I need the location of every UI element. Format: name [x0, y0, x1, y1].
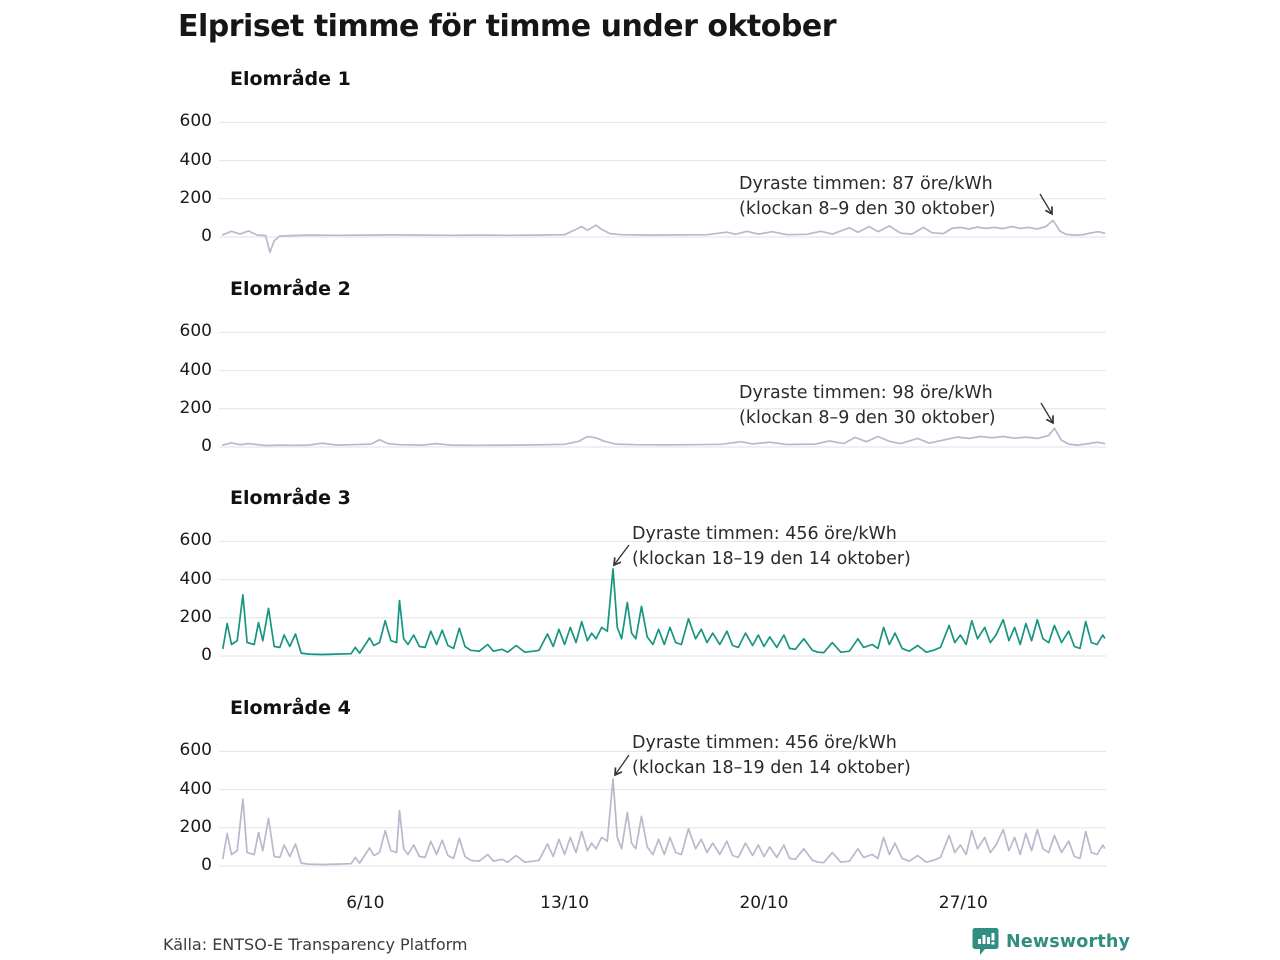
- y-axis-tick-label: 200: [179, 816, 212, 837]
- x-axis-tick-label: 20/10: [739, 893, 789, 913]
- y-axis-tick-label: 600: [179, 530, 212, 551]
- y-axis-tick-label: 600: [179, 111, 212, 132]
- annotation-elomrade-2: Dyraste timmen: 98 öre/kWh (klockan 8–9 …: [739, 381, 996, 431]
- newsworthy-logo: Newsworthy: [972, 927, 1130, 956]
- panel-title-elomrade-3: Elområde 3: [230, 487, 351, 509]
- newsworthy-logo-icon: [972, 928, 999, 955]
- y-axis-tick-label: 600: [179, 740, 212, 761]
- annotation-line1: Dyraste timmen: 98 öre/kWh: [739, 383, 993, 403]
- y-axis-tick-label: 400: [179, 568, 212, 589]
- panel-title-elomrade-2: Elområde 2: [230, 278, 351, 300]
- y-axis-tick-label: 200: [179, 187, 212, 208]
- x-axis-tick-label: 13/10: [540, 893, 590, 913]
- y-axis-tick-label: 0: [201, 436, 212, 456]
- page-title: Elpriset timme för timme under oktober: [178, 9, 837, 44]
- panel-title-elomrade-4: Elområde 4: [230, 697, 351, 719]
- panel-title-elomrade-1: Elområde 1: [230, 68, 351, 90]
- x-axis-tick-label: 6/10: [346, 893, 385, 913]
- annotation-elomrade-4: Dyraste timmen: 456 öre/kWh (klockan 18–…: [632, 731, 911, 781]
- y-axis-tick-label: 400: [179, 359, 212, 380]
- annotation-line1: Dyraste timmen: 456 öre/kWh: [632, 524, 897, 544]
- annotation-line1: Dyraste timmen: 87 öre/kWh: [739, 174, 993, 194]
- y-axis-tick-label: 0: [201, 645, 212, 665]
- newsworthy-logo-text: Newsworthy: [1006, 931, 1131, 952]
- y-axis-tick-label: 0: [201, 226, 212, 246]
- y-axis-tick-label: 600: [179, 321, 212, 342]
- y-axis-tick-label: 200: [179, 606, 212, 627]
- annotation-line1: Dyraste timmen: 456 öre/kWh: [632, 733, 897, 753]
- source-credit: Källa: ENTSO-E Transparency Platform: [163, 935, 468, 954]
- annotation-elomrade-3: Dyraste timmen: 456 öre/kWh (klockan 18–…: [632, 522, 911, 572]
- y-axis-tick-label: 400: [179, 149, 212, 170]
- annotation-line2: (klockan 8–9 den 30 oktober): [739, 199, 996, 219]
- annotation-elomrade-1: Dyraste timmen: 87 öre/kWh (klockan 8–9 …: [739, 172, 996, 222]
- annotation-line2: (klockan 18–19 den 14 oktober): [632, 549, 911, 569]
- x-axis-tick-label: 27/10: [938, 893, 988, 913]
- annotation-line2: (klockan 8–9 den 30 oktober): [739, 408, 996, 428]
- y-axis-tick-label: 400: [179, 778, 212, 799]
- annotation-line2: (klockan 18–19 den 14 oktober): [632, 758, 911, 778]
- y-axis-tick-label: 200: [179, 397, 212, 418]
- y-axis-tick-label: 0: [201, 855, 212, 875]
